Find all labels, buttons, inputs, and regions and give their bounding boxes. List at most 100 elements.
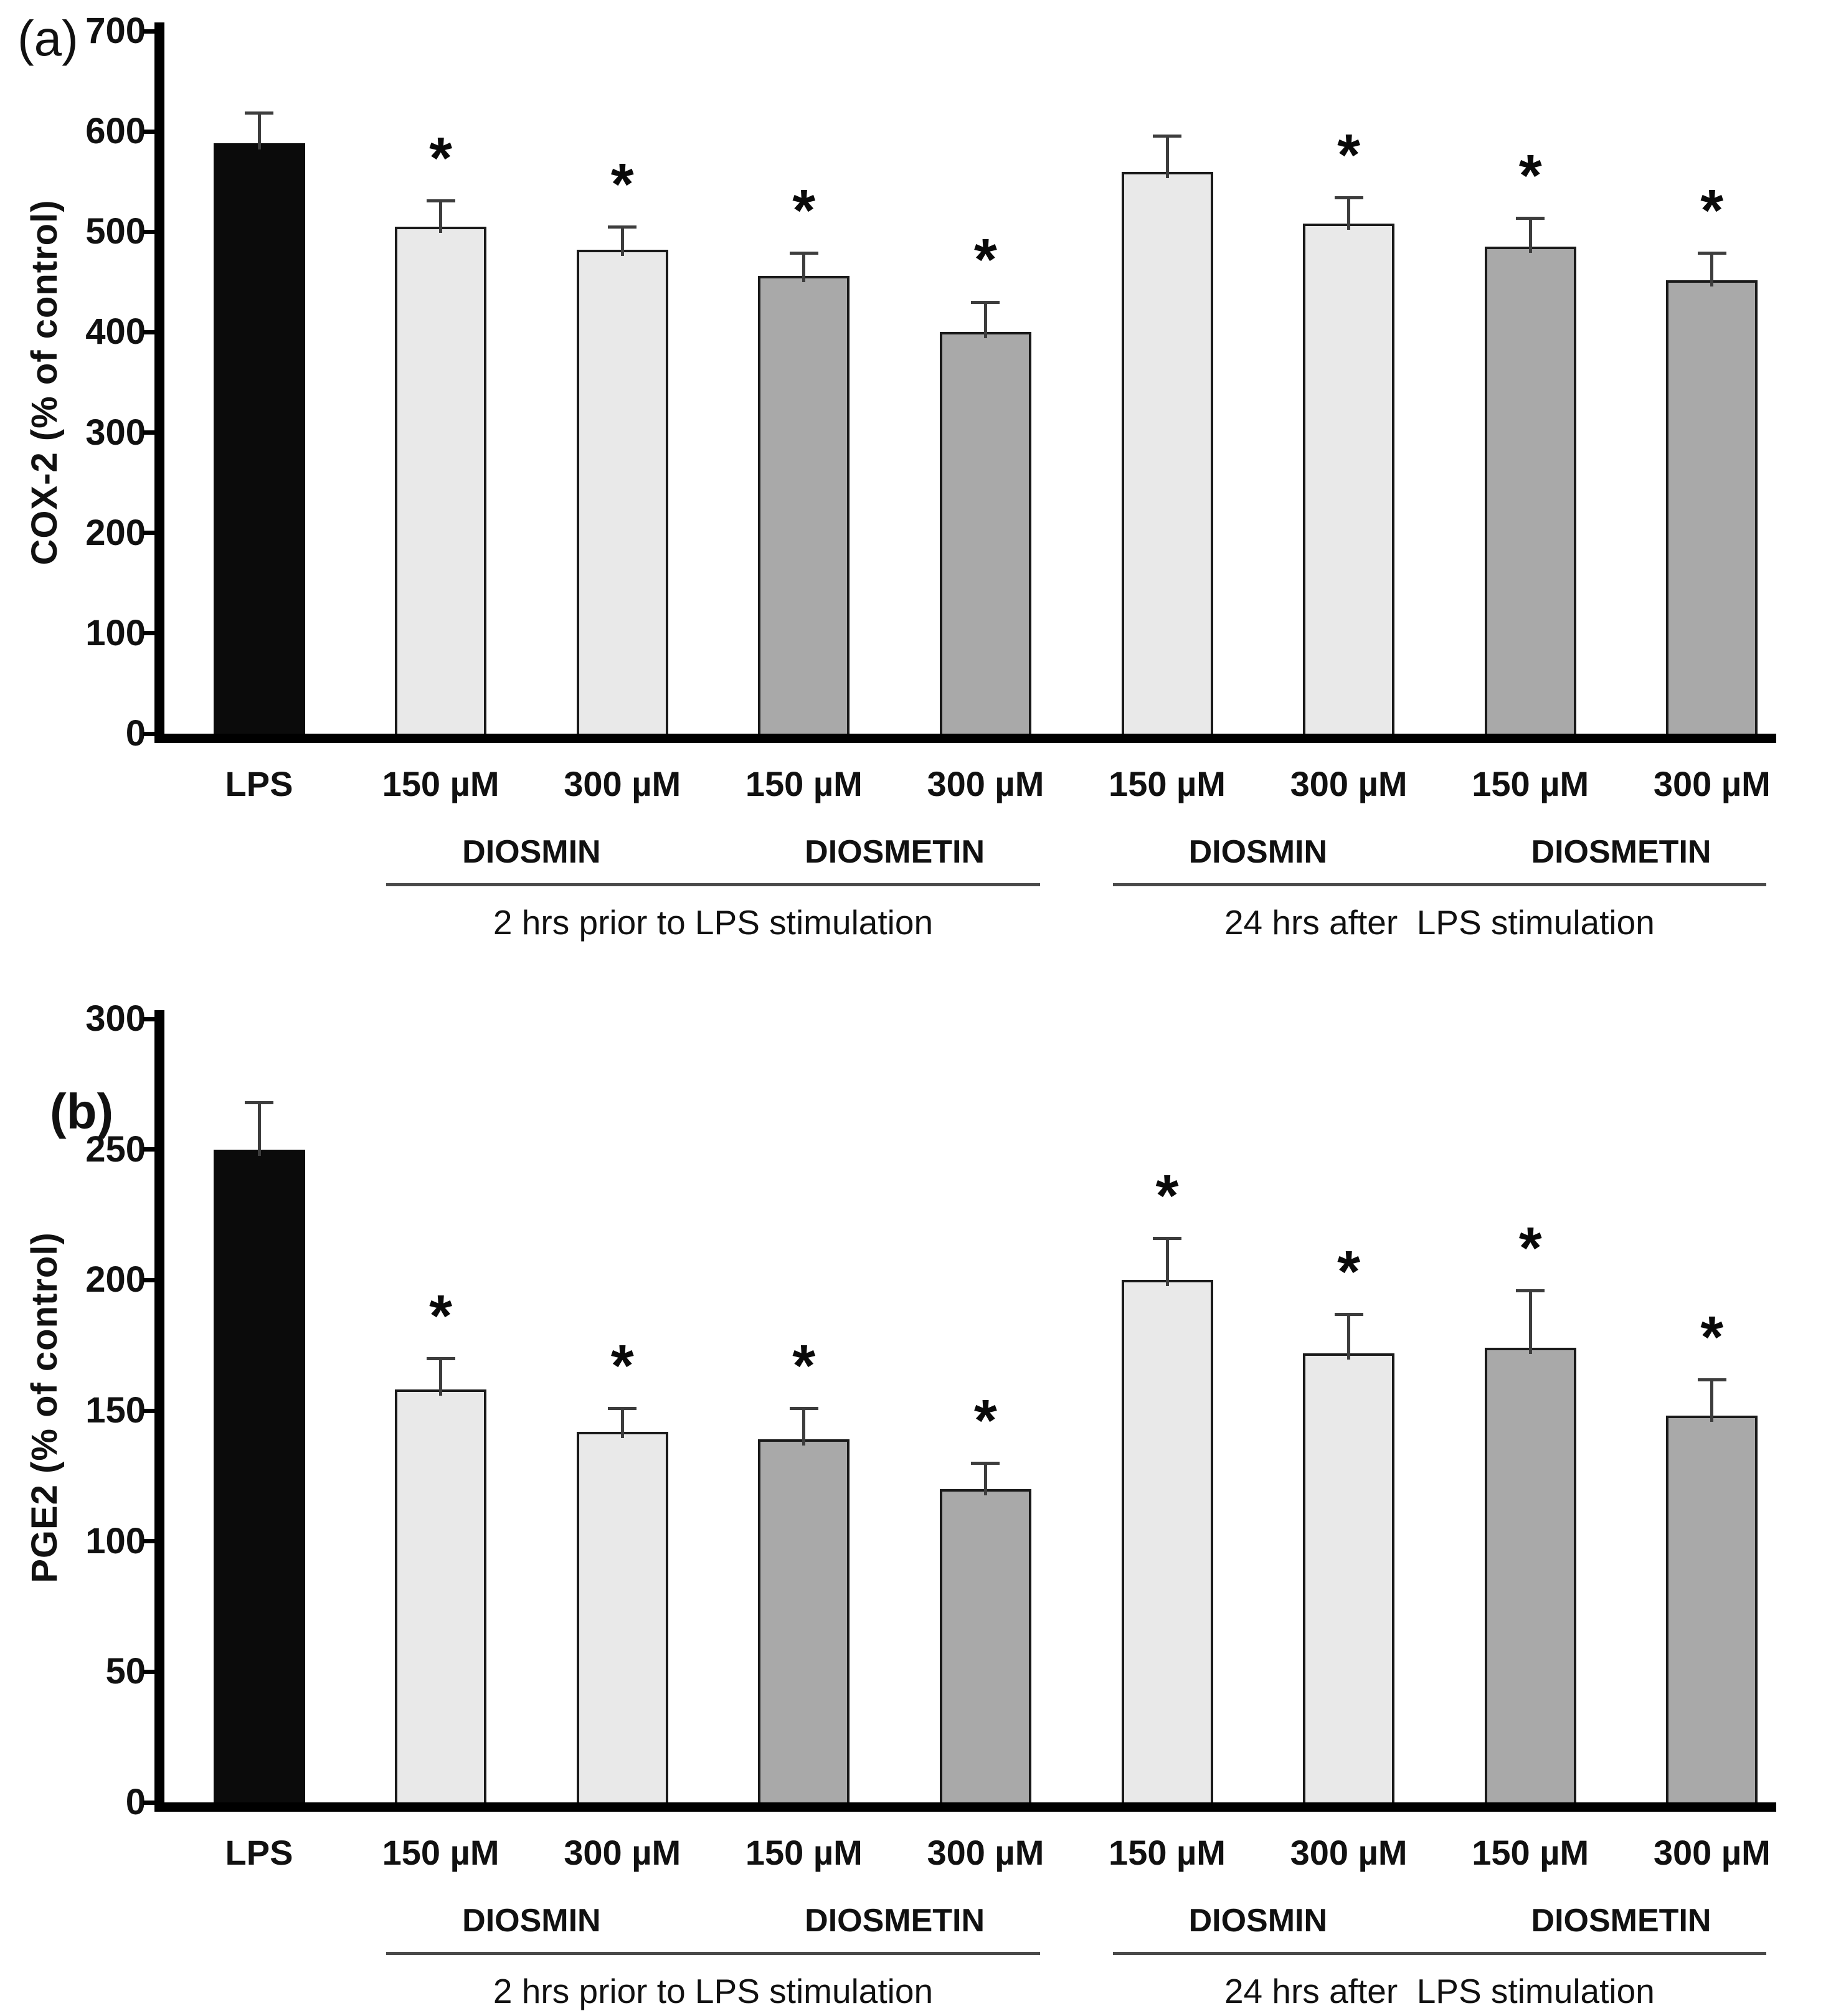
error-bar-line <box>1165 1238 1169 1287</box>
y-tick-label: 400 <box>85 311 146 353</box>
significance-asterisk: * <box>429 125 453 192</box>
error-bar-line <box>802 253 806 283</box>
compound-label: DIOSMETIN <box>805 834 985 870</box>
significance-asterisk: * <box>1518 1215 1542 1282</box>
bar <box>939 1488 1031 1806</box>
group-underline <box>1112 1952 1767 1955</box>
y-tick-label: 100 <box>85 612 146 653</box>
panel-a: (a) COX-2 (% of control) LPS * 150 µM * 300 … <box>0 0 1841 993</box>
plot-area-pge2: LPS * 150 µM * 300 µM * 150 µM * 300 µM * 150 µM * 3… <box>0 993 1841 2016</box>
significance-asterisk: * <box>429 1283 453 1350</box>
y-tick-mark <box>143 1147 154 1152</box>
significance-asterisk: * <box>1518 142 1542 209</box>
bar <box>1666 1416 1758 1806</box>
bar <box>758 1439 850 1806</box>
x-category-label: 150 µM <box>745 764 863 803</box>
error-bar-cap <box>971 1461 1000 1465</box>
y-tick-mark <box>143 1669 154 1674</box>
error-bar-cap <box>245 1101 273 1105</box>
error-bar-line <box>439 1358 443 1396</box>
x-category-label: 150 µM <box>1472 764 1589 803</box>
error-bar-cap <box>789 1406 818 1410</box>
y-tick-mark <box>143 329 154 334</box>
error-bar-cap <box>1697 252 1726 255</box>
error-bar-line <box>1347 1313 1351 1360</box>
y-tick-mark <box>143 531 154 536</box>
x-category-label: LPS <box>225 1833 293 1872</box>
significance-asterisk: * <box>792 177 816 244</box>
error-bar-cap <box>789 252 818 255</box>
bar <box>1303 224 1395 737</box>
error-bar-line <box>983 302 987 339</box>
y-tick-label: 250 <box>85 1129 146 1170</box>
panel-b-label: (b) <box>50 1084 114 1139</box>
y-tick-mark <box>143 29 154 34</box>
error-bar-line <box>620 1408 624 1438</box>
x-category-label: 150 µM <box>1109 764 1226 803</box>
group-timing-caption: 2 hrs prior to LPS stimulation <box>493 903 934 942</box>
bar <box>758 276 850 737</box>
panel-a-label: (a) <box>17 11 78 66</box>
error-bar-cap <box>1516 1289 1545 1293</box>
error-bar-line <box>1528 217 1532 253</box>
error-bar-cap <box>608 1406 637 1410</box>
y-tick-mark <box>143 731 154 736</box>
significance-asterisk: * <box>1337 122 1361 189</box>
error-bar-line <box>439 201 443 234</box>
compound-label: DIOSMIN <box>462 1903 601 1939</box>
y-tick-label: 0 <box>125 713 146 754</box>
error-bar-cap <box>1516 216 1545 220</box>
compound-label: DIOSMIN <box>1188 834 1328 870</box>
error-bar-line <box>1710 1379 1714 1422</box>
bar <box>576 1431 668 1806</box>
significance-asterisk: * <box>1337 1238 1361 1305</box>
significance-asterisk: * <box>1155 1163 1179 1229</box>
group-underline <box>1112 883 1767 886</box>
panel-b: (b) PGE2 (% of control) LPS * 150 µM * 300 µ… <box>0 993 1841 2016</box>
error-bar-line <box>1165 135 1169 178</box>
y-tick-label: 0 <box>125 1782 146 1822</box>
x-category-label: 300 µM <box>564 764 681 803</box>
error-bar-line <box>1710 253 1714 286</box>
compound-label: DIOSMETIN <box>805 1903 985 1939</box>
x-category-label: 150 µM <box>382 764 499 803</box>
x-axis-line <box>154 1802 1776 1812</box>
bar <box>1484 1348 1576 1806</box>
y-tick-mark <box>143 229 154 234</box>
error-bar-line <box>257 1102 261 1156</box>
error-bar-cap <box>1697 1378 1726 1381</box>
y-tick-label: 300 <box>85 412 146 453</box>
y-tick-mark <box>143 1016 154 1021</box>
x-category-label: 300 µM <box>1653 1833 1771 1872</box>
group-underline <box>386 1952 1040 1955</box>
error-bar-cap <box>1153 134 1181 138</box>
x-category-label: 300 µM <box>927 764 1044 803</box>
y-tick-label: 100 <box>85 1520 146 1561</box>
y-tick-mark <box>143 430 154 435</box>
y-tick-label: 200 <box>85 1259 146 1300</box>
y-tick-mark <box>143 1408 154 1413</box>
x-category-label: 150 µM <box>382 1833 499 1872</box>
error-bar-cap <box>971 301 1000 305</box>
bar <box>395 227 487 737</box>
y-tick-label: 150 <box>85 1390 146 1431</box>
bar <box>1303 1353 1395 1806</box>
significance-asterisk: * <box>792 1332 816 1399</box>
bar <box>1484 247 1576 737</box>
error-bar-cap <box>426 1357 455 1361</box>
group-timing-caption: 24 hrs after LPS stimulation <box>1224 903 1655 942</box>
x-category-label: 300 µM <box>1290 764 1408 803</box>
compound-label: DIOSMETIN <box>1531 834 1711 870</box>
significance-asterisk: * <box>610 1332 634 1399</box>
bar <box>213 143 305 737</box>
y-tick-mark <box>143 1277 154 1282</box>
error-bar-line <box>983 1462 987 1495</box>
significance-asterisk: * <box>1700 1304 1724 1370</box>
x-category-label: 300 µM <box>1653 764 1771 803</box>
compound-label: DIOSMETIN <box>1531 1903 1711 1939</box>
y-tick-mark <box>143 631 154 636</box>
bar <box>1121 171 1213 737</box>
y-axis-line <box>154 1010 164 1811</box>
group-timing-caption: 24 hrs after LPS stimulation <box>1224 1972 1655 2010</box>
